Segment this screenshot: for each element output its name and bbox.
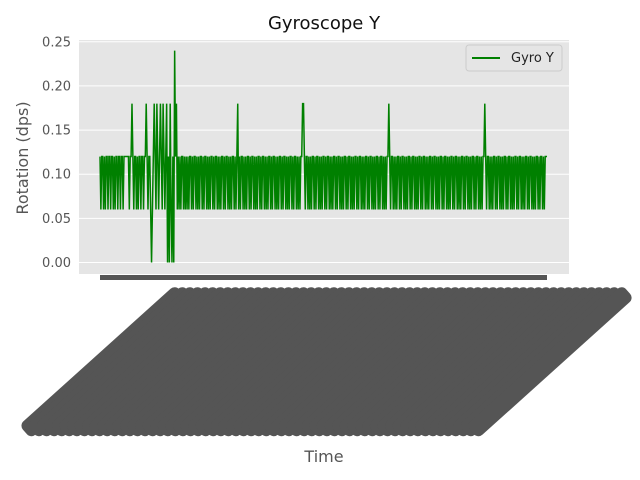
series-line-gyro-y (99, 50, 547, 263)
y-tick-labels: 0.00 0.05 0.10 0.15 0.20 0.25 (42, 35, 71, 271)
y-tick-label: 0.25 (42, 35, 71, 50)
x-tick-label (468, 287, 632, 437)
x-tick-marks (100, 275, 547, 280)
chart-title: Gyroscope Y (268, 13, 381, 34)
legend-box (465, 44, 563, 72)
x-tick-labels (21, 275, 632, 437)
x-axis-label: Time (303, 447, 343, 466)
y-tick-label: 0.10 (42, 168, 71, 183)
legend: Gyro Y (465, 44, 563, 72)
y-tick-label: 0.05 (42, 212, 71, 227)
y-axis-label: Rotation (dps) (13, 101, 32, 214)
y-tick-label: 0.00 (42, 256, 71, 271)
y-tick-label: 0.15 (42, 124, 71, 139)
y-tick-label: 0.20 (42, 79, 71, 94)
legend-label: Gyro Y (511, 51, 554, 66)
